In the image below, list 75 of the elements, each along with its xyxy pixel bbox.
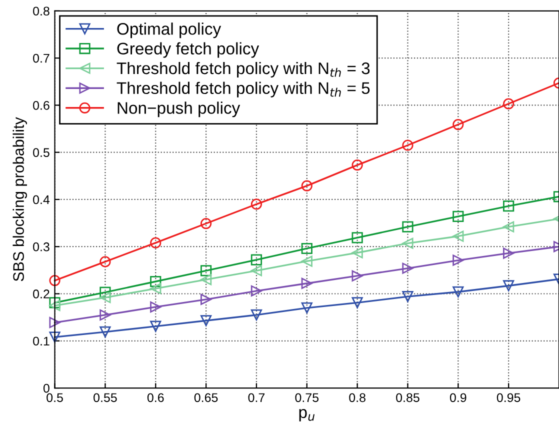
point	[352, 232, 363, 244]
point	[301, 256, 312, 267]
y-tick-label: 0.6	[33, 100, 50, 110]
point	[352, 247, 363, 258]
y-tick-label: 0.3	[33, 242, 50, 252]
point	[200, 274, 212, 286]
point	[49, 316, 60, 328]
point	[452, 286, 464, 298]
point	[150, 276, 162, 288]
point	[200, 265, 212, 276]
x-tick-label: 0.85	[396, 393, 420, 402]
legend-label: Optimal policy	[117, 22, 222, 38]
point	[503, 200, 514, 212]
point	[452, 210, 464, 222]
y-tick-label: 0	[43, 384, 50, 393]
x-tick-label: 0.7	[248, 393, 265, 402]
x-tick-label: 0.6	[147, 393, 164, 402]
point	[100, 326, 111, 338]
point	[250, 309, 262, 321]
point	[301, 180, 312, 192]
point	[301, 278, 312, 289]
y-tick-label: 0.7	[33, 54, 50, 63]
point	[150, 301, 162, 313]
point	[250, 198, 262, 210]
point	[352, 160, 363, 171]
point	[503, 221, 514, 232]
point	[100, 286, 111, 298]
x-tick-label: 0.9	[450, 393, 466, 402]
legend-label: Threshold fetch policy with N$_{th}$ = 3	[116, 62, 370, 78]
y-tick-label: 0.1	[33, 336, 50, 346]
point	[352, 270, 363, 282]
y-axis-title: SBS blocking probability	[12, 117, 27, 282]
x-tick-label: 0.8	[349, 393, 366, 402]
legend-label: Non−push policy	[118, 102, 240, 118]
point	[100, 309, 111, 321]
point	[452, 230, 464, 242]
point	[100, 292, 111, 304]
point	[352, 297, 363, 308]
point	[200, 218, 212, 230]
point	[503, 280, 514, 292]
x-axis-title: p$_{u}$	[299, 408, 315, 422]
point	[301, 242, 312, 254]
point	[250, 254, 262, 266]
point	[301, 302, 312, 314]
point	[200, 294, 212, 305]
point	[250, 285, 262, 296]
point	[150, 237, 162, 248]
x-tick-label: 0.95	[496, 393, 520, 402]
point	[49, 332, 60, 343]
point	[452, 254, 464, 266]
legend-label: Threshold fetch policy with N$_{th}$ = 5	[116, 82, 370, 98]
point	[250, 265, 262, 276]
y-tick-label: 0.4	[33, 195, 50, 204]
point	[402, 291, 414, 302]
x-tick-label: 0.65	[194, 393, 218, 402]
point	[402, 140, 414, 151]
x-tick-label: 0.75	[295, 393, 319, 402]
point	[402, 238, 414, 249]
point	[200, 315, 212, 326]
point	[503, 248, 514, 259]
point	[100, 256, 111, 268]
point	[452, 118, 464, 130]
y-tick-label: 0.5	[33, 148, 50, 157]
y-tick-label: 0.8	[33, 6, 50, 16]
point	[402, 221, 414, 232]
point	[49, 275, 60, 286]
y-tick-label: 0.2	[33, 290, 50, 298]
point	[402, 262, 414, 274]
legend-label: Greedy fetch policy	[117, 42, 260, 58]
point	[150, 283, 162, 294]
x-tick-label: 0.5	[46, 393, 63, 402]
point	[150, 320, 162, 332]
point	[49, 300, 60, 312]
point	[503, 98, 514, 110]
x-tick-label: 0.55	[94, 393, 117, 402]
